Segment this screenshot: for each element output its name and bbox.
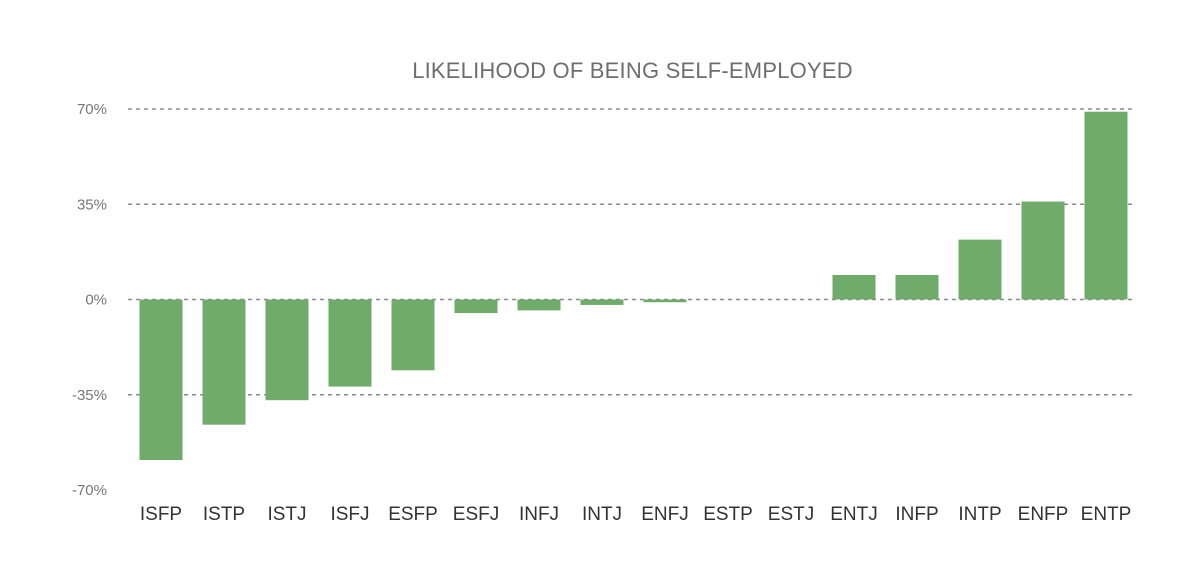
y-tick-label: -35% xyxy=(72,387,107,404)
x-tick-label-istp: ISTP xyxy=(203,504,245,525)
bar-istp xyxy=(202,299,246,425)
x-axis-ticks: ISFP ISTP ISTJ ISFJ ESFP ESFJ INFJ INTJ ENFJ ESTP… xyxy=(140,504,1131,525)
y-tick-label: 0% xyxy=(85,292,107,309)
x-tick-label-esfj: ESFJ xyxy=(453,504,499,525)
bar-isfp xyxy=(139,299,183,461)
bar-isfj xyxy=(328,299,372,387)
x-tick-label-istj: ISTJ xyxy=(267,504,306,525)
x-tick-label-estj: ESTJ xyxy=(768,504,814,525)
bar-esfp xyxy=(391,299,435,371)
y-tick-label: 35% xyxy=(77,196,107,213)
y-tick-label: 70% xyxy=(77,101,107,118)
y-tick-label: -70% xyxy=(72,482,107,499)
x-tick-label-enfp: ENFP xyxy=(1018,504,1069,525)
x-tick-label-esfp: ESFP xyxy=(388,504,438,525)
bar-infp xyxy=(895,275,939,300)
bar-enfj xyxy=(643,299,687,303)
bar-entj xyxy=(832,275,876,300)
bar-intj xyxy=(580,299,624,305)
x-tick-label-intp: INTP xyxy=(958,504,1001,525)
bar-enfp xyxy=(1021,201,1065,300)
x-tick-label-entj: ENTJ xyxy=(830,504,878,525)
bar-istj xyxy=(265,299,309,401)
x-tick-label-isfj: ISFJ xyxy=(330,504,369,525)
x-tick-label-estp: ESTP xyxy=(703,504,753,525)
x-tick-label-intj: INTJ xyxy=(582,504,622,525)
chart-title: LIKELIHOOD OF BEING SELF-EMPLOYED xyxy=(412,58,853,83)
bar-infj xyxy=(517,299,561,311)
x-tick-label-enfj: ENFJ xyxy=(641,504,689,525)
x-tick-label-entp: ENTP xyxy=(1081,504,1132,525)
x-tick-label-isfp: ISFP xyxy=(140,504,182,525)
x-tick-label-infp: INFP xyxy=(895,504,938,525)
bar-esfj xyxy=(454,299,498,314)
bar-entp xyxy=(1084,111,1128,300)
y-axis-ticks: 70% 35% 0% -35% -70% xyxy=(72,101,107,499)
bars-layer xyxy=(139,111,1128,461)
x-tick-label-infj: INFJ xyxy=(519,504,559,525)
bar-intp xyxy=(958,239,1002,300)
